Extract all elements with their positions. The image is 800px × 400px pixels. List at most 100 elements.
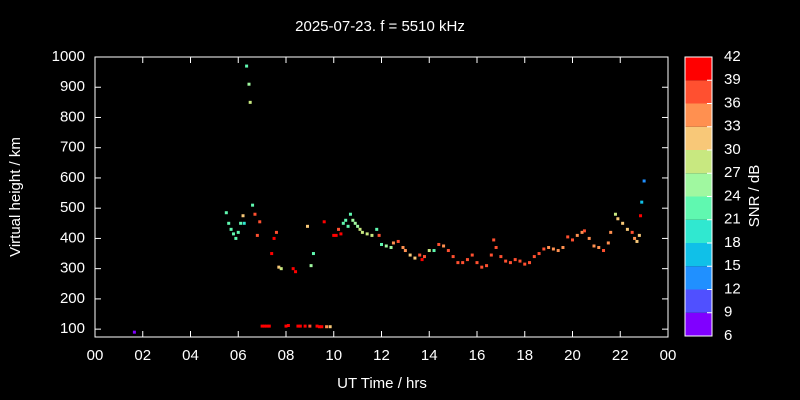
- data-point: [408, 253, 412, 257]
- colorbar-segment: [685, 150, 712, 174]
- data-point: [317, 325, 321, 329]
- data-point: [456, 261, 460, 265]
- x-tick-label: 18: [516, 347, 533, 364]
- data-point: [606, 241, 610, 245]
- data-point: [234, 236, 238, 240]
- data-point: [270, 252, 274, 256]
- colorbar-tick-label: 24: [724, 187, 741, 204]
- x-tick-label: 20: [564, 347, 581, 364]
- data-point: [420, 258, 424, 262]
- data-point: [384, 244, 388, 248]
- data-point: [236, 230, 240, 234]
- data-point: [427, 249, 431, 253]
- data-point: [339, 232, 343, 236]
- data-point: [348, 212, 352, 216]
- y-tick-label: 600: [60, 169, 85, 186]
- x-tick-label: 14: [421, 347, 438, 364]
- data-point: [437, 242, 441, 246]
- y-tick-label: 300: [60, 260, 85, 277]
- x-tick-label: 12: [373, 347, 390, 364]
- data-point: [298, 324, 302, 328]
- data-point: [556, 249, 560, 253]
- data-point: [315, 324, 319, 328]
- data-point: [260, 324, 264, 328]
- data-point: [602, 249, 606, 253]
- y-axis-label: Virtual height / km: [7, 137, 24, 257]
- data-point: [391, 241, 395, 245]
- y-tick-label: 700: [60, 139, 85, 156]
- colorbar-tick-label: 9: [724, 304, 732, 321]
- colorbar-segment: [685, 173, 712, 197]
- data-point: [551, 247, 555, 251]
- data-point: [575, 233, 579, 237]
- data-point: [358, 227, 362, 231]
- data-point: [566, 235, 570, 239]
- data-point: [305, 224, 309, 228]
- colorbar-segment: [685, 103, 712, 127]
- data-point: [291, 267, 295, 271]
- data-point: [241, 214, 245, 218]
- data-point: [337, 227, 341, 231]
- data-point: [422, 255, 426, 259]
- data-point: [239, 221, 243, 225]
- data-point: [442, 244, 446, 248]
- data-point: [396, 239, 400, 243]
- data-point: [272, 236, 276, 240]
- data-point: [480, 265, 484, 269]
- data-point: [242, 221, 246, 225]
- data-point: [351, 218, 355, 222]
- data-point: [353, 221, 357, 225]
- colorbar-tick-label: 6: [724, 327, 732, 344]
- colorbar-segment: [685, 266, 712, 290]
- data-point: [492, 238, 496, 242]
- data-point: [532, 255, 536, 259]
- data-point: [561, 245, 565, 249]
- x-tick-label: 02: [134, 347, 151, 364]
- data-point: [518, 259, 522, 263]
- data-point: [470, 253, 474, 257]
- data-point: [248, 100, 252, 104]
- data-point: [245, 64, 249, 68]
- data-point: [267, 324, 271, 328]
- data-point: [413, 256, 417, 260]
- colorbar-tick-label: 21: [724, 211, 741, 228]
- data-point: [377, 233, 381, 237]
- data-point: [284, 324, 288, 328]
- data-point: [523, 262, 527, 266]
- data-point: [489, 253, 493, 257]
- x-axis-label: UT Time / hrs: [337, 375, 427, 392]
- data-point: [322, 220, 326, 224]
- data-point: [263, 324, 267, 328]
- data-point: [528, 261, 532, 265]
- data-point: [609, 230, 613, 234]
- data-point: [265, 324, 269, 328]
- colorbar-segment: [685, 219, 712, 243]
- data-point: [346, 224, 350, 228]
- colorbar-tick-label: 36: [724, 94, 741, 111]
- data-point: [296, 324, 300, 328]
- y-tick-label: 1000: [52, 48, 85, 65]
- data-point: [328, 325, 332, 329]
- data-point: [451, 255, 455, 259]
- colorbar-tick-label: 39: [724, 71, 741, 88]
- data-point: [132, 330, 136, 334]
- colorbar-segment: [685, 57, 712, 81]
- colorbar-label: SNR / dB: [746, 165, 763, 228]
- colorbar-tick-label: 33: [724, 118, 741, 135]
- y-tick-label: 500: [60, 199, 85, 216]
- y-tick-label: 800: [60, 108, 85, 125]
- data-point: [365, 232, 369, 236]
- colorbar-tick-label: 15: [724, 257, 741, 274]
- data-point: [401, 245, 405, 249]
- data-point: [308, 324, 312, 328]
- data-point: [247, 82, 251, 86]
- data-point: [224, 211, 228, 215]
- data-point: [334, 233, 338, 237]
- data-point: [580, 230, 584, 234]
- data-point: [432, 249, 436, 253]
- colorbar-segment: [685, 80, 712, 104]
- data-point: [475, 261, 479, 265]
- data-point: [258, 220, 262, 224]
